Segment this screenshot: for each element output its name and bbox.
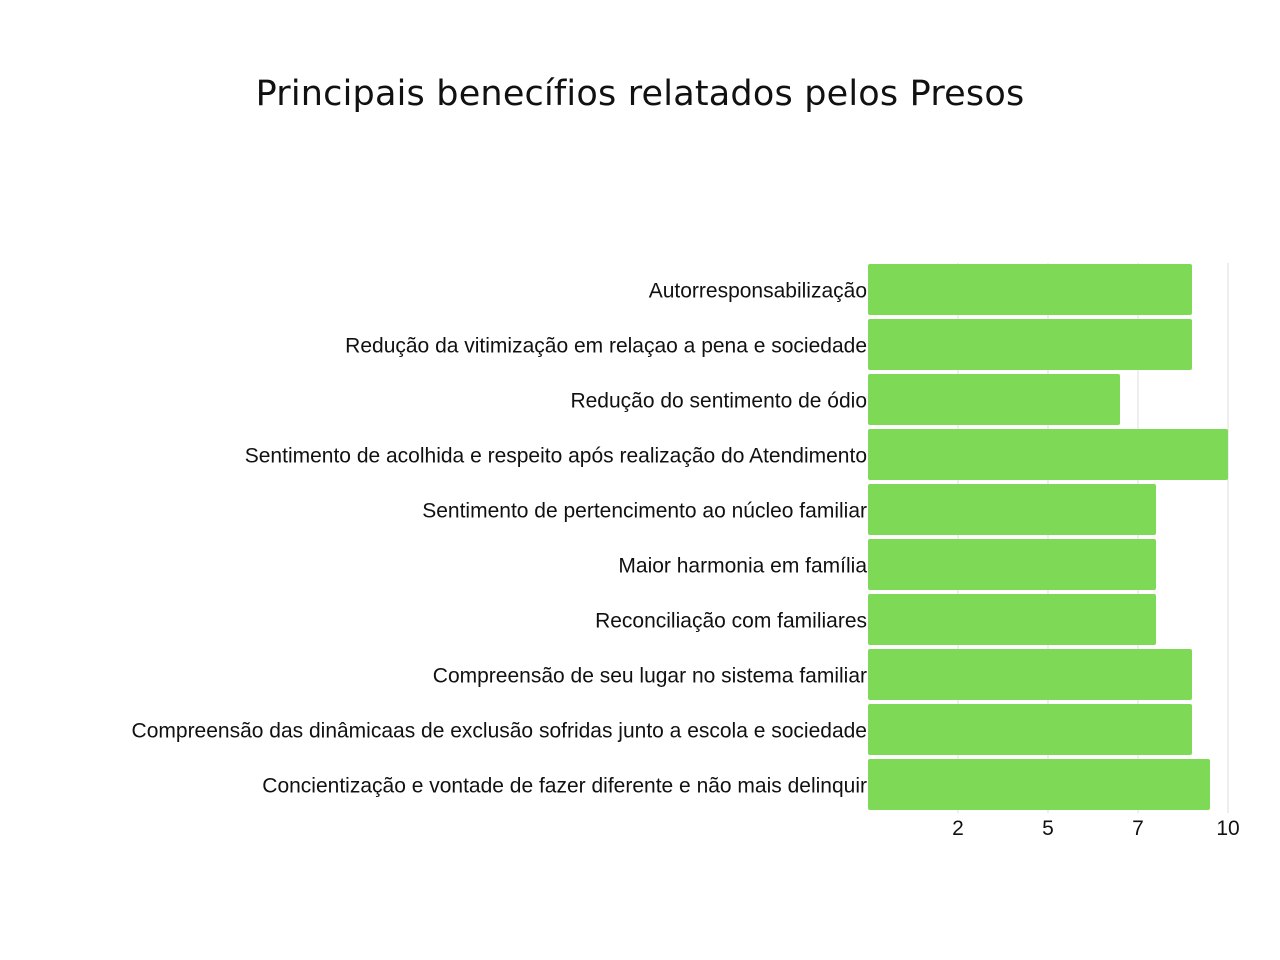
bar: [868, 319, 1192, 370]
x-axis-ticks: 2 5 7 10: [952, 817, 1240, 840]
x-tick-label: 7: [1132, 817, 1144, 840]
category-label: Concientização e vontade de fazer difere…: [262, 775, 867, 798]
bar: [868, 484, 1156, 535]
bar: [868, 649, 1192, 700]
bar: [868, 539, 1156, 590]
x-tick-label: 5: [1042, 817, 1054, 840]
bars: [868, 264, 1228, 810]
category-label: Redução do sentimento de ódio: [570, 390, 867, 413]
chart-title: Principais benecífios relatados pelos Pr…: [255, 74, 1025, 114]
category-label: Maior harmonia em família: [618, 555, 867, 578]
category-label: Autorresponsabilização: [649, 280, 867, 303]
category-label: Sentimento de pertencimento ao núcleo fa…: [422, 500, 867, 523]
bar: [868, 264, 1192, 315]
category-label: Compreensão de seu lugar no sistema fami…: [433, 665, 867, 688]
category-label: Compreensão das dinâmicaas de exclusão s…: [132, 720, 867, 743]
category-labels: Autorresponsabilização Redução da vitimiz…: [132, 280, 868, 798]
x-tick-label: 10: [1216, 817, 1239, 840]
bar: [868, 704, 1192, 755]
bar: [868, 374, 1120, 425]
category-label: Redução da vitimização em relaçao a pena…: [345, 335, 867, 358]
x-tick-label: 2: [952, 817, 964, 840]
category-label: Sentimento de acolhida e respeito após r…: [245, 445, 867, 468]
category-label: Reconciliação com familiares: [595, 610, 867, 633]
bar: [868, 759, 1210, 810]
bar: [868, 429, 1228, 480]
bar: [868, 594, 1156, 645]
